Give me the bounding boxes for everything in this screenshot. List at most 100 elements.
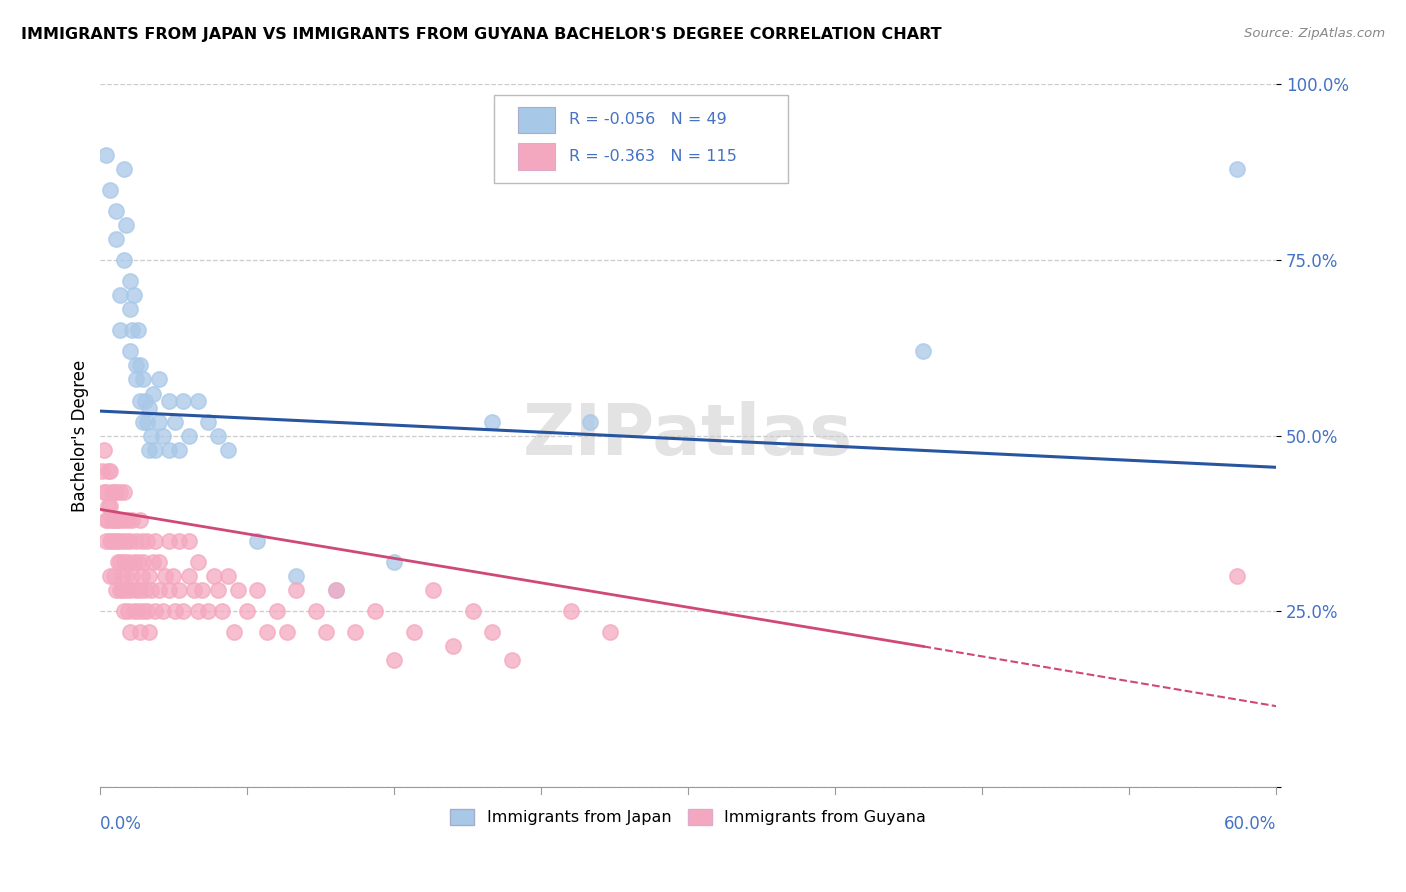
Point [187,393,209,408]
Text: 0.0%: 0.0% [100,815,142,833]
Point [117,555,139,569]
Point [912,344,935,359]
Point [114,583,136,598]
Point [105,513,128,527]
Point [108,555,131,569]
Point [103,513,125,527]
Point [481,415,503,429]
Point [579,415,602,429]
Point [118,625,141,640]
Point [132,415,155,429]
Point [325,583,347,598]
Point [128,393,150,408]
Point [152,604,174,618]
Point [118,302,141,317]
Point [108,583,131,598]
Point [157,534,180,549]
Point [111,534,134,549]
Point [124,583,146,598]
Point [246,583,269,598]
Point [136,415,159,429]
Point [236,604,259,618]
Point [167,534,190,549]
Point [256,625,278,640]
Point [141,428,163,442]
Point [132,555,155,569]
Point [98,534,121,549]
Point [107,534,129,549]
Point [141,583,163,598]
Point [461,604,484,618]
Point [108,513,131,527]
Point [131,569,153,583]
Point [305,604,328,618]
Point [128,625,150,640]
Point [148,372,170,386]
Point [98,464,121,478]
Point [163,415,186,429]
Point [122,604,145,618]
Point [177,534,200,549]
Point [217,569,239,583]
Point [172,393,194,408]
Point [124,534,146,549]
Point [138,569,160,583]
Point [96,484,118,499]
Point [97,499,120,513]
Text: R = -0.056   N = 49: R = -0.056 N = 49 [569,112,727,128]
Point [172,604,194,618]
Point [132,604,155,618]
Point [177,428,200,442]
Point [118,534,141,549]
Text: IMMIGRANTS FROM JAPAN VS IMMIGRANTS FROM GUYANA BACHELOR'S DEGREE CORRELATION CH: IMMIGRANTS FROM JAPAN VS IMMIGRANTS FROM… [21,27,942,42]
Point [127,555,149,569]
Point [148,415,170,429]
Point [163,604,186,618]
Point [103,569,125,583]
Point [157,583,180,598]
Point [93,484,115,499]
Point [285,569,308,583]
Point [114,534,136,549]
Point [285,583,308,598]
Point [207,583,229,598]
Point [222,625,245,640]
Point [422,583,444,598]
Point [315,625,337,640]
Point [148,583,170,598]
Point [132,372,155,386]
Point [207,428,229,442]
Point [177,569,200,583]
Point [197,415,219,429]
Point [136,604,159,618]
Point [122,288,145,302]
Point [143,442,166,457]
Point [121,323,143,337]
Point [1226,161,1249,176]
Point [363,604,385,618]
Point [117,513,139,527]
Point [167,583,190,598]
Text: ZIPatlas: ZIPatlas [523,401,853,470]
Point [117,604,139,618]
Point [111,569,134,583]
Point [134,393,156,408]
Point [112,253,135,268]
Point [96,534,118,549]
Point [152,428,174,442]
Point [105,232,128,246]
Point [118,583,141,598]
Point [105,203,128,218]
FancyBboxPatch shape [495,95,789,183]
Point [246,534,269,549]
Point [98,569,121,583]
Point [105,534,128,549]
Point [138,401,160,415]
Point [111,583,134,598]
Point [97,464,120,478]
Point [183,583,205,598]
Legend: Immigrants from Japan, Immigrants from Guyana: Immigrants from Japan, Immigrants from G… [444,802,932,831]
Point [136,534,159,549]
Point [276,625,298,640]
Point [112,161,135,176]
